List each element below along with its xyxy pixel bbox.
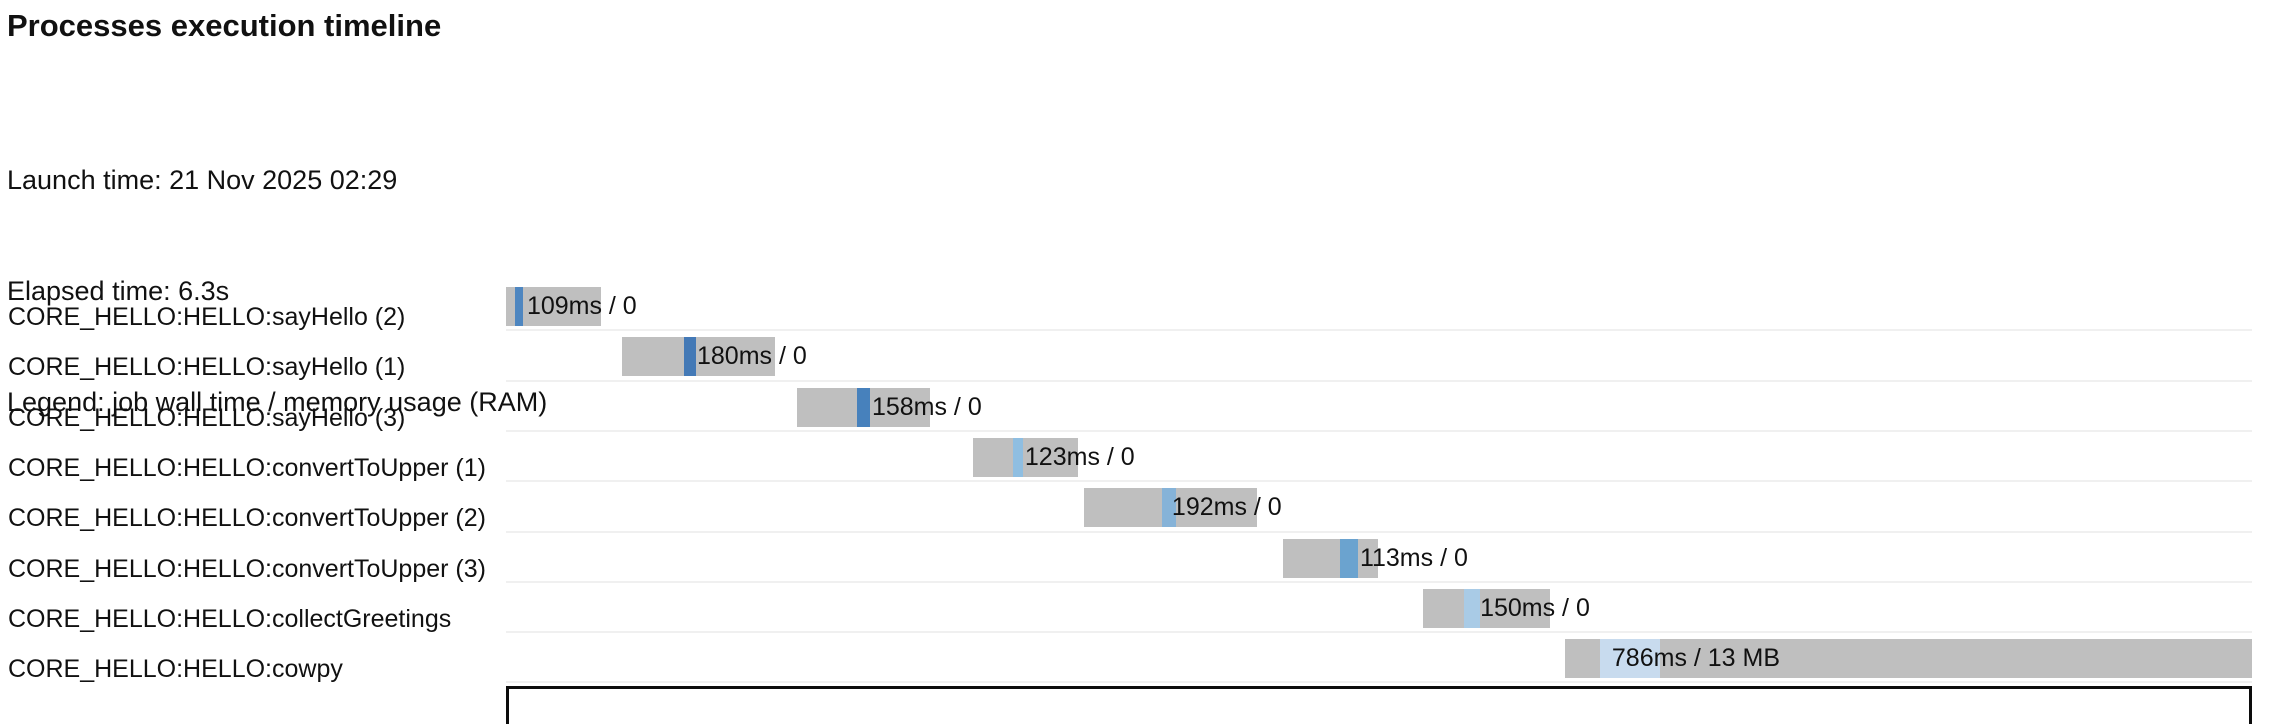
row-separator	[506, 429, 2252, 432]
task-run-segment	[1340, 538, 1359, 578]
task-bar	[506, 287, 601, 326]
task-time-label: 180ms / 0	[697, 342, 807, 371]
row-separator	[506, 580, 2252, 583]
page-title: Processes execution timeline	[7, 8, 442, 43]
task-run-segment	[1600, 639, 1660, 679]
elapsed-time-text: Elapsed time: 6.3s	[7, 276, 230, 306]
report-meta: Launch time: 21 Nov 2025 02:29 Elapsed t…	[7, 88, 547, 495]
task-bar	[973, 437, 1078, 477]
task-run-segment	[1161, 488, 1176, 528]
task-bar	[797, 387, 930, 427]
row-separator	[506, 530, 2252, 533]
task-time-label: 109ms / 0	[526, 292, 637, 320]
task-time-label: 786ms / 13 MB	[1611, 644, 1781, 673]
bottom-box	[506, 686, 2252, 724]
task-bar	[1564, 639, 2252, 679]
timeline-row	[0, 281, 2284, 331]
timeline-row	[0, 331, 2284, 381]
legend-text: Legend: job wall time / memory usage (RA…	[7, 387, 548, 417]
row-separator	[506, 681, 2252, 684]
task-label: CORE_HELLO:HELLO:convertToUpper (1)	[8, 453, 486, 482]
timeline-row	[0, 432, 2284, 482]
row-separator	[506, 329, 2252, 332]
task-label: CORE_HELLO:HELLO:convertToUpper (3)	[8, 554, 486, 583]
task-run-segment	[515, 287, 523, 326]
task-bar	[1282, 538, 1378, 578]
task-time-label: 158ms / 0	[871, 392, 982, 421]
timeline-row	[0, 533, 2284, 583]
task-label: CORE_HELLO:HELLO:collectGreetings	[8, 604, 452, 633]
row-separator	[506, 480, 2252, 483]
task-time-label: 123ms / 0	[1024, 442, 1135, 471]
timeline-row	[0, 633, 2284, 683]
row-separator	[506, 379, 2252, 382]
task-label: CORE_HELLO:HELLO:sayHello (1)	[8, 353, 406, 382]
row-separator	[506, 631, 2252, 634]
task-label: CORE_HELLO:HELLO:sayHello (2)	[8, 303, 406, 331]
task-run-segment	[683, 337, 696, 377]
task-run-segment	[1464, 588, 1481, 628]
task-time-label: 113ms / 0	[1359, 543, 1468, 572]
timeline-chart: CORE_HELLO:HELLO:sayHello (2) 109ms / 0 CO…	[0, 281, 2284, 684]
task-run-segment	[856, 387, 871, 427]
timeline-row	[0, 482, 2284, 532]
task-bar	[1083, 488, 1257, 528]
task-time-label: 150ms / 0	[1480, 593, 1590, 622]
timeline-row	[0, 382, 2284, 432]
task-run-segment	[1013, 437, 1023, 477]
task-label: CORE_HELLO:HELLO:cowpy	[8, 655, 343, 684]
launch-time-text: Launch time: 21 Nov 2025 02:29	[7, 165, 398, 195]
task-time-label: 192ms / 0	[1171, 493, 1282, 522]
task-bar	[621, 337, 776, 377]
timeline-row	[0, 583, 2284, 633]
task-bar	[1422, 588, 1550, 628]
task-label: CORE_HELLO:HELLO:sayHello (3)	[8, 403, 406, 432]
task-label: CORE_HELLO:HELLO:convertToUpper (2)	[8, 504, 486, 533]
